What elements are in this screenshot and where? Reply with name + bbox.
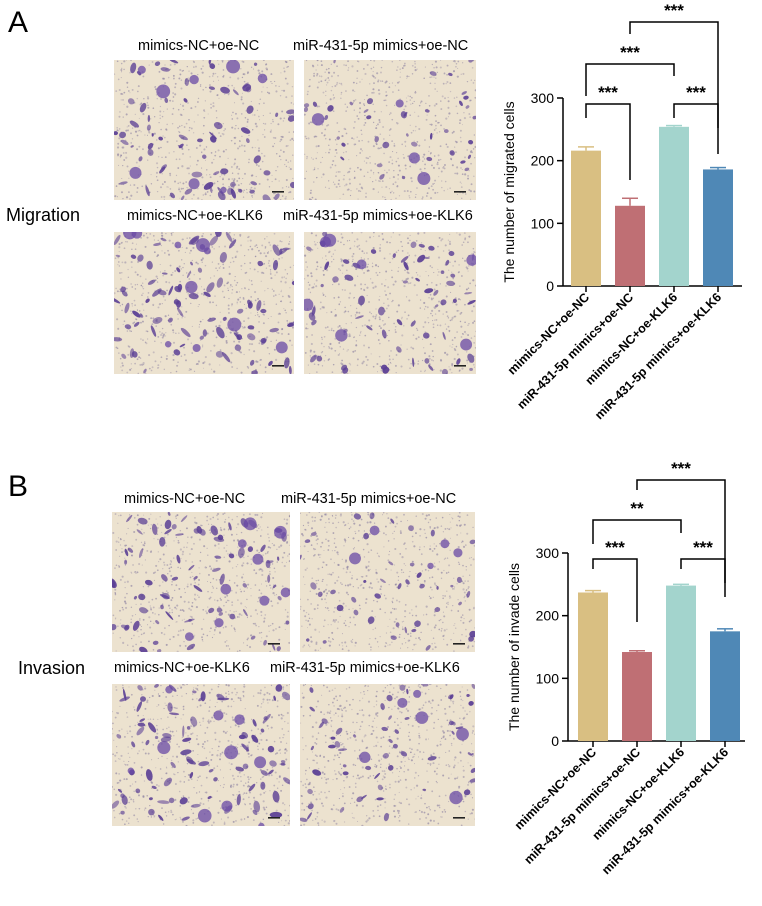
significance-bracket-b-0: [592, 558, 638, 622]
significance-bracket-a-2: [585, 63, 675, 96]
significance-bracket-a-1: [673, 103, 719, 154]
bar-a-2: [659, 126, 689, 287]
migration-bar-chart: 0 100 200 300 The number of migrated cells mi…: [501, 1, 742, 422]
row-label-migration: Migration: [6, 205, 81, 225]
y-tick-label-a-1: 100: [531, 215, 555, 231]
significance-label-b-2: **: [630, 499, 644, 518]
significance-bracket-b-2: [592, 519, 682, 544]
significance-bracket-a-0: [585, 103, 631, 180]
significance-label-a-3: ***: [664, 1, 684, 20]
bar-b-2: [666, 585, 696, 741]
image-title-b4: miR-431-5p mimics+oe-KLK6: [270, 660, 460, 676]
panel-letter-b: B: [8, 470, 29, 503]
image-title-b1: mimics-NC+oe-NC: [124, 491, 246, 507]
micrograph-b4: [300, 684, 475, 826]
significance-bracket-a-3: [629, 21, 719, 128]
micrograph-b1: [112, 512, 290, 652]
y-tick-label-b-0: 0: [551, 733, 559, 749]
micrograph-a1: [114, 60, 294, 200]
y-tick-label-b-1: 100: [536, 670, 560, 686]
micrograph-a3: [114, 232, 294, 374]
significance-label-b-3: ***: [671, 459, 691, 478]
x-tick-label-b-0: mimics-NC+oe-NC: [512, 745, 599, 832]
micrograph-b2: [300, 512, 475, 652]
bar-a-3: [703, 169, 733, 286]
y-tick-label-b-3: 300: [536, 545, 560, 561]
y-tick-label-a-2: 200: [531, 153, 555, 169]
image-title-a1: mimics-NC+oe-NC: [138, 38, 260, 54]
y-tick-label-a-0: 0: [546, 278, 554, 294]
significance-bracket-b-3: [636, 479, 726, 583]
image-title-b2: miR-431-5p mimics+oe-NC: [281, 491, 457, 507]
image-title-b3: mimics-NC+oe-KLK6: [114, 660, 250, 676]
significance-label-a-0: ***: [598, 83, 618, 102]
image-title-a2: miR-431-5p mimics+oe-NC: [293, 38, 469, 54]
y-axis-label-b: The number of invade cells: [506, 563, 522, 731]
panel-letter-a: A: [8, 6, 29, 39]
image-title-a3: mimics-NC+oe-KLK6: [127, 208, 263, 224]
y-tick-label-b-2: 200: [536, 608, 560, 624]
y-tick-label-a-3: 300: [531, 90, 555, 106]
bar-b-1: [622, 652, 652, 741]
x-tick-label-a-0: mimics-NC+oe-NC: [505, 290, 592, 377]
micrograph-a2: [304, 60, 476, 200]
micrograph-b3: [112, 684, 290, 826]
bar-a-0: [571, 150, 601, 286]
significance-label-a-1: ***: [686, 83, 706, 102]
bar-b-0: [578, 592, 608, 741]
significance-label-a-2: ***: [620, 43, 640, 62]
micrograph-a4: [304, 232, 476, 374]
row-label-invasion: Invasion: [18, 658, 86, 678]
significance-label-b-1: ***: [693, 538, 713, 557]
bar-a-1: [615, 205, 645, 286]
significance-label-b-0: ***: [605, 538, 625, 557]
invasion-bar-chart: 0 100 200 300 The number of invade cells mimi…: [506, 459, 745, 877]
image-title-a4: miR-431-5p mimics+oe-KLK6: [283, 208, 473, 224]
y-axis-label-a: The number of migrated cells: [501, 101, 517, 282]
bar-b-3: [710, 631, 740, 741]
